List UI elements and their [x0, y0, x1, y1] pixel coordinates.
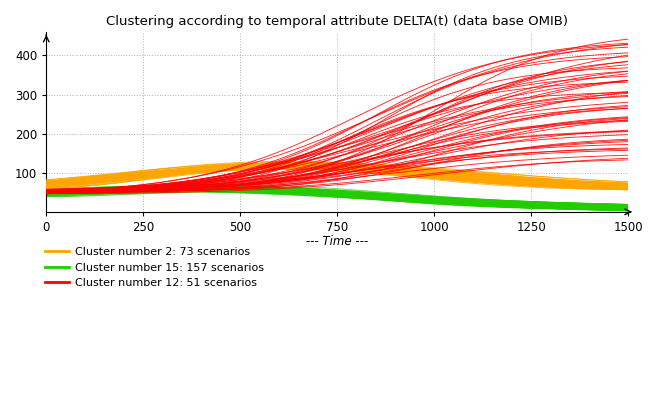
Title: Clustering according to temporal attribute DELTA(t) (data base OMIB): Clustering according to temporal attribu…: [106, 15, 569, 28]
Legend: Cluster number 2: 73 scenarios, Cluster number 15: 157 scenarios, Cluster number: Cluster number 2: 73 scenarios, Cluster …: [40, 243, 268, 293]
X-axis label: --- Time ---: --- Time ---: [306, 235, 368, 248]
